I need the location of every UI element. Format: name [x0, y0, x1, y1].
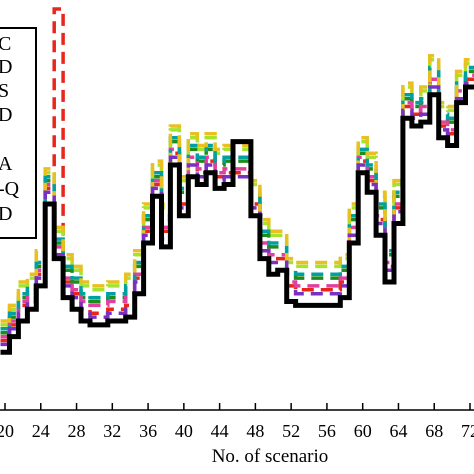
legend-entry: D — [0, 104, 12, 126]
x-ticks: 20 24 28 32 36 40 44 48 52 56 60 64 68 72 — [0, 403, 474, 441]
series-layer — [0, 7, 474, 355]
legend-entry: -Q — [0, 178, 20, 200]
x-tick-label: 36 — [139, 421, 157, 441]
legend-entry: D — [0, 203, 12, 225]
legend-frame — [0, 27, 37, 239]
x-tick-label: 24 — [32, 421, 50, 441]
x-tick-label: 40 — [175, 421, 193, 441]
x-tick-label: 68 — [425, 421, 443, 441]
legend-entry: D — [0, 56, 12, 78]
x-tick-label: 28 — [68, 421, 86, 441]
x-tick-label: 52 — [282, 421, 300, 441]
series-line-solid — [0, 84, 474, 355]
x-axis: 20 24 28 32 36 40 44 48 52 56 60 64 68 72 No. of scen… — [0, 403, 474, 467]
legend-entry: A — [0, 153, 13, 175]
x-tick-label: 56 — [318, 421, 336, 441]
x-tick-label: 32 — [103, 421, 121, 441]
x-tick-label: 64 — [389, 421, 407, 441]
legend-entry: S — [0, 80, 9, 102]
x-tick-label: 48 — [246, 421, 264, 441]
x-axis-label: No. of scenario — [212, 446, 329, 467]
x-tick-label: 60 — [354, 421, 372, 441]
x-tick-label: 44 — [211, 421, 229, 441]
series-line-dashed — [0, 65, 474, 331]
legend-entry: C — [0, 33, 11, 55]
x-tick-label: 72 — [461, 421, 474, 441]
x-tick-label: 20 — [0, 421, 14, 441]
